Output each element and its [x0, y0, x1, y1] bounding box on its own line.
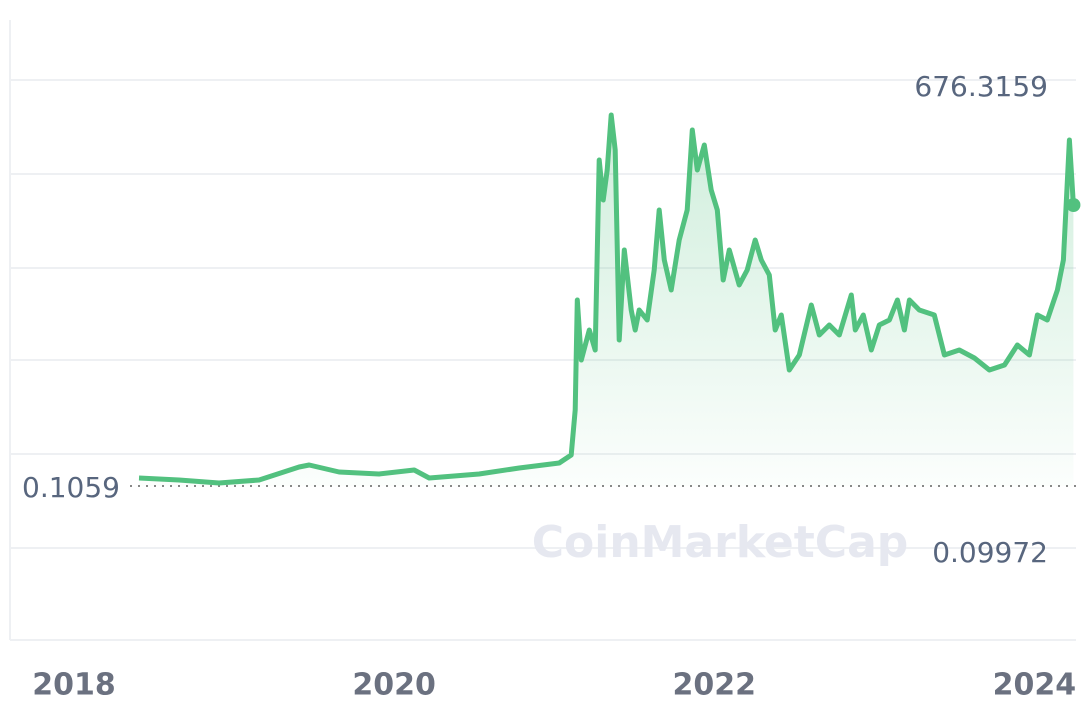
last-point	[1066, 197, 1081, 212]
price-line	[138, 112, 1076, 486]
volume-label: 0.09972	[932, 536, 1048, 569]
area	[139, 115, 1074, 486]
x-tick-label: 2018	[32, 668, 116, 703]
low-label: 0.1059	[22, 471, 120, 504]
low-label-bg	[12, 463, 130, 508]
watermark: CoinMarketCap	[532, 517, 909, 568]
x-tick-label: 2022	[673, 668, 757, 703]
grid	[9, 20, 1076, 641]
high-label: 676.3159	[914, 70, 1048, 103]
x-tick-label: 2024	[993, 668, 1077, 703]
x-tick-label: 2020	[352, 668, 436, 703]
